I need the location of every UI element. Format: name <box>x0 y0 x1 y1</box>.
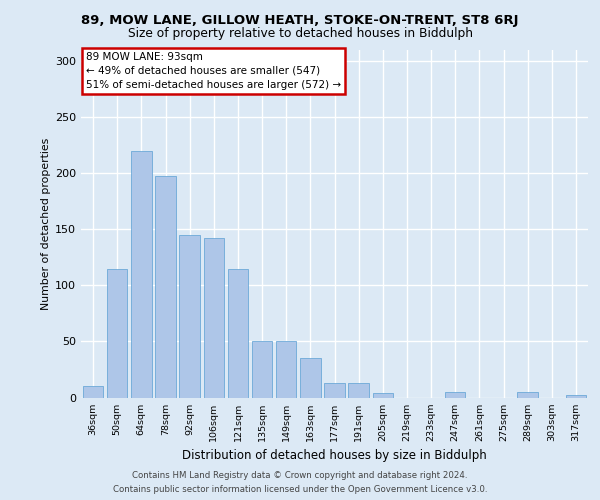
Bar <box>203 238 224 398</box>
X-axis label: Distribution of detached houses by size in Biddulph: Distribution of detached houses by size … <box>182 449 487 462</box>
Bar <box>373 393 393 398</box>
Bar <box>445 392 466 398</box>
Bar <box>131 151 152 398</box>
Text: 89, MOW LANE, GILLOW HEATH, STOKE-ON-TRENT, ST8 6RJ: 89, MOW LANE, GILLOW HEATH, STOKE-ON-TRE… <box>81 14 519 27</box>
Text: Size of property relative to detached houses in Biddulph: Size of property relative to detached ho… <box>128 28 473 40</box>
Bar <box>227 268 248 398</box>
Bar <box>517 392 538 398</box>
Bar <box>179 235 200 398</box>
Bar <box>107 268 127 398</box>
Text: 89 MOW LANE: 93sqm
← 49% of detached houses are smaller (547)
51% of semi-detach: 89 MOW LANE: 93sqm ← 49% of detached hou… <box>86 52 341 90</box>
Bar <box>276 342 296 398</box>
Bar <box>252 342 272 398</box>
Y-axis label: Number of detached properties: Number of detached properties <box>41 138 51 310</box>
Bar <box>566 396 586 398</box>
Bar <box>349 383 369 398</box>
Text: Contains HM Land Registry data © Crown copyright and database right 2024.
Contai: Contains HM Land Registry data © Crown c… <box>113 472 487 494</box>
Bar <box>83 386 103 398</box>
Bar <box>300 358 320 398</box>
Bar <box>155 176 176 398</box>
Bar <box>324 383 345 398</box>
